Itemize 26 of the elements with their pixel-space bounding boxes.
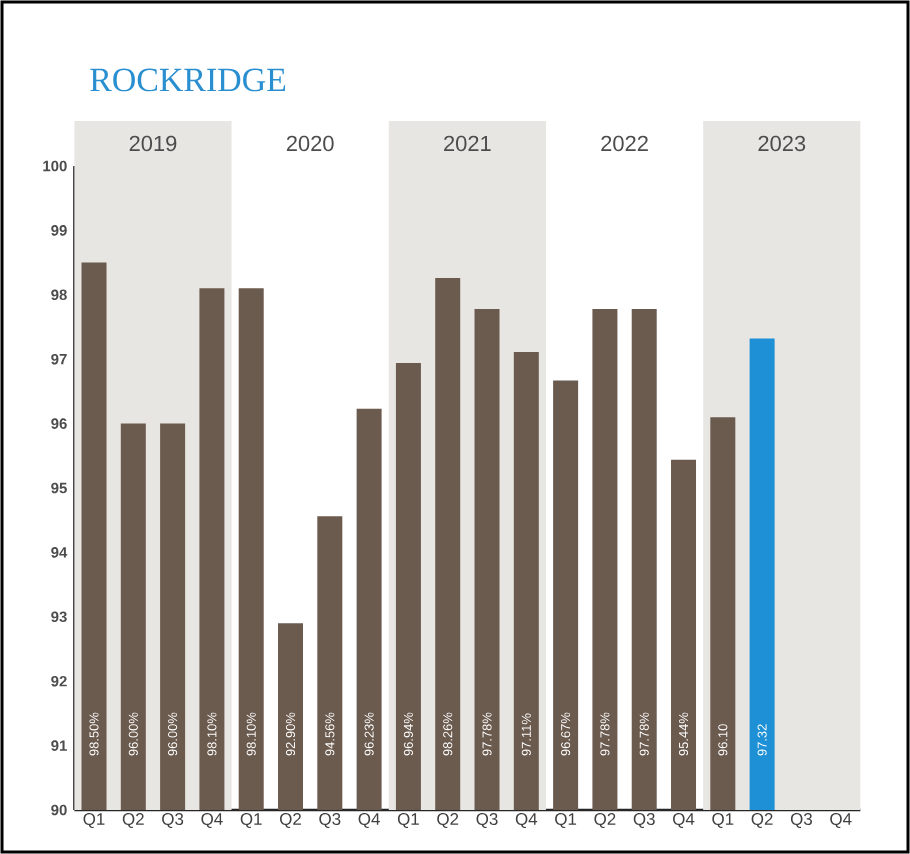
x-tick-label: Q1 <box>555 813 577 829</box>
x-tick-label: Q1 <box>712 813 734 829</box>
x-tick-label: Q4 <box>830 813 852 829</box>
text: 2019 <box>129 135 177 152</box>
x-tick-label: Q3 <box>790 813 812 829</box>
x-tick-label: Q2 <box>751 813 773 829</box>
x-tick-label: Q2 <box>122 813 144 829</box>
x-tick-label: Q3 <box>633 813 655 829</box>
x-tick-label: Q4 <box>201 813 223 829</box>
x-tick-label: Q3 <box>162 813 184 829</box>
chart-title: ROCKRIDGE <box>90 68 286 92</box>
x-tick-label: Q4 <box>515 813 538 829</box>
text: 2021 <box>444 135 491 152</box>
x-tick-label: Q1 <box>240 813 262 829</box>
x-tick-label: Q4 <box>358 813 380 829</box>
text: 2022 <box>601 135 648 152</box>
x-tick-label: Q3 <box>476 813 498 829</box>
text: 2023 <box>758 135 806 152</box>
x-tick-label: Q2 <box>594 813 616 829</box>
x-tick-label: Q3 <box>319 813 341 829</box>
x-tick-label: Q1 <box>397 813 419 829</box>
x-tick-label: Q4 <box>673 813 695 829</box>
x-tick-label: Q2 <box>280 813 301 829</box>
x-tick-label: Q1 <box>83 813 105 829</box>
x-tick-label: Q2 <box>437 813 459 829</box>
text: 2020 <box>286 135 334 152</box>
